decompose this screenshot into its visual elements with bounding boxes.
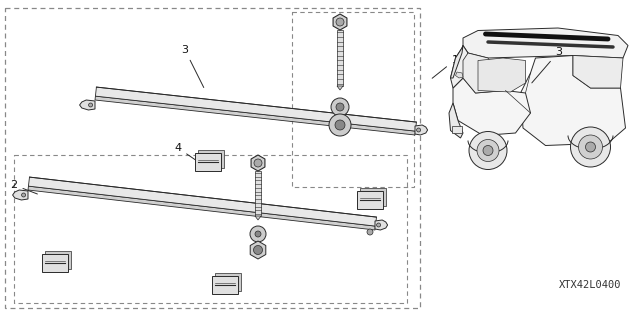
Polygon shape <box>449 103 463 138</box>
Text: XTX42L0400: XTX42L0400 <box>559 280 621 290</box>
Text: 3: 3 <box>182 45 204 87</box>
Bar <box>212 276 238 294</box>
Bar <box>360 188 386 206</box>
Polygon shape <box>250 241 266 259</box>
Circle shape <box>417 128 420 132</box>
Circle shape <box>255 231 261 237</box>
Circle shape <box>331 98 349 116</box>
Polygon shape <box>463 53 506 93</box>
Bar <box>337 30 343 86</box>
Polygon shape <box>520 56 625 145</box>
Bar <box>45 251 71 269</box>
Bar <box>452 125 462 133</box>
Polygon shape <box>463 28 628 58</box>
Circle shape <box>586 142 595 152</box>
Circle shape <box>254 159 262 167</box>
Bar <box>5 8 420 308</box>
Polygon shape <box>251 155 265 171</box>
Circle shape <box>336 103 344 111</box>
Bar <box>198 150 224 168</box>
Circle shape <box>469 131 507 169</box>
Text: 1: 1 <box>432 55 458 78</box>
Circle shape <box>570 127 611 167</box>
Polygon shape <box>255 216 261 220</box>
Polygon shape <box>573 56 623 88</box>
Circle shape <box>579 135 602 159</box>
Bar <box>215 273 241 291</box>
Polygon shape <box>375 220 388 230</box>
Polygon shape <box>415 125 428 135</box>
Bar <box>42 254 68 272</box>
Polygon shape <box>451 46 468 88</box>
Circle shape <box>250 226 266 242</box>
Circle shape <box>376 223 381 227</box>
Text: 2: 2 <box>480 62 488 87</box>
Polygon shape <box>79 100 95 110</box>
Text: 3: 3 <box>532 47 562 83</box>
Bar <box>292 12 414 187</box>
Circle shape <box>477 139 499 161</box>
Circle shape <box>367 229 373 235</box>
Circle shape <box>88 103 93 107</box>
Polygon shape <box>478 58 525 92</box>
Polygon shape <box>95 87 417 131</box>
Polygon shape <box>95 96 415 135</box>
Bar <box>255 171 261 216</box>
Text: 2: 2 <box>10 180 37 194</box>
Circle shape <box>335 120 345 130</box>
Text: 4: 4 <box>175 143 198 161</box>
Circle shape <box>22 193 26 197</box>
Polygon shape <box>453 78 531 136</box>
Bar <box>195 153 221 171</box>
Polygon shape <box>451 46 463 78</box>
Circle shape <box>329 114 351 136</box>
Polygon shape <box>28 177 376 226</box>
Polygon shape <box>456 72 463 78</box>
Polygon shape <box>333 14 347 30</box>
Bar <box>357 191 383 209</box>
Polygon shape <box>28 186 376 230</box>
Circle shape <box>483 145 493 155</box>
Polygon shape <box>337 86 343 90</box>
Circle shape <box>253 246 262 255</box>
Bar <box>14 155 407 303</box>
Circle shape <box>336 18 344 26</box>
Polygon shape <box>13 190 28 200</box>
